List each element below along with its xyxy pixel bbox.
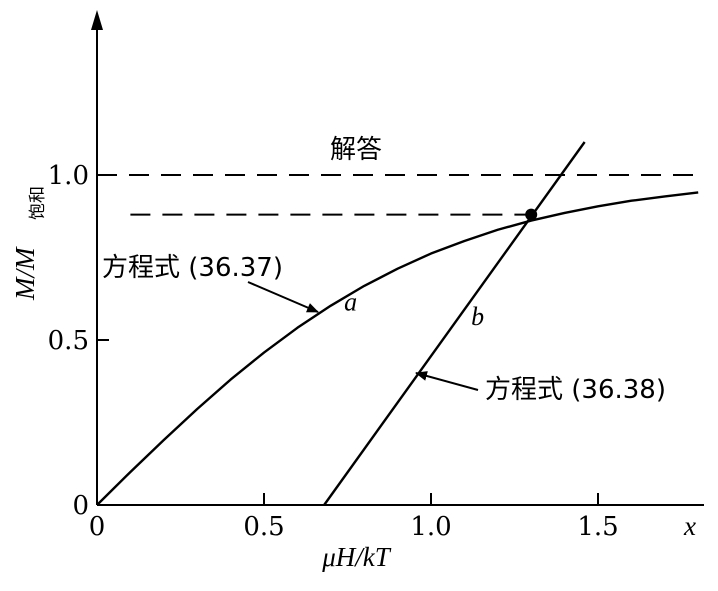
series-line-b xyxy=(323,141,586,506)
series-layer: ab xyxy=(96,141,699,506)
y-axis-arrowhead xyxy=(91,10,103,30)
y-tick-label: 0 xyxy=(72,491,89,521)
series-label-b: b xyxy=(471,302,484,331)
series-line-a xyxy=(96,191,699,506)
y-axis-label: M/M xyxy=(10,246,40,301)
equation-a-label: 方程式 (36.37) xyxy=(102,253,283,283)
reference-lines xyxy=(97,174,699,216)
x-axis-end-label: x xyxy=(683,511,696,541)
y-axis-label-subscript: 饱和 xyxy=(28,186,48,220)
x-axis-label: μH/kT xyxy=(321,542,392,572)
axes xyxy=(91,10,704,506)
x-tick-label: 1.0 xyxy=(410,512,451,542)
y-tick-label: 1.0 xyxy=(48,161,89,191)
series-label-a: a xyxy=(344,287,357,316)
x-tick-label: 0.5 xyxy=(243,512,284,542)
equation-b-label: 方程式 (36.38) xyxy=(485,375,666,405)
y-tick-label: 0.5 xyxy=(48,326,89,356)
x-tick-label: 0 xyxy=(89,512,106,542)
equation-b-arrow xyxy=(415,371,479,391)
solution-label: 解答 xyxy=(330,135,382,165)
solution-point xyxy=(525,208,538,221)
y-axis-title: M/M 饱和 xyxy=(10,186,48,301)
y-ticks: 0 0.5 1.0 xyxy=(48,161,109,521)
equation-a-arrow xyxy=(247,281,319,313)
x-tick-label: 1.5 xyxy=(577,512,618,542)
x-ticks: 0 0.5 1.0 1.5 xyxy=(89,493,619,542)
